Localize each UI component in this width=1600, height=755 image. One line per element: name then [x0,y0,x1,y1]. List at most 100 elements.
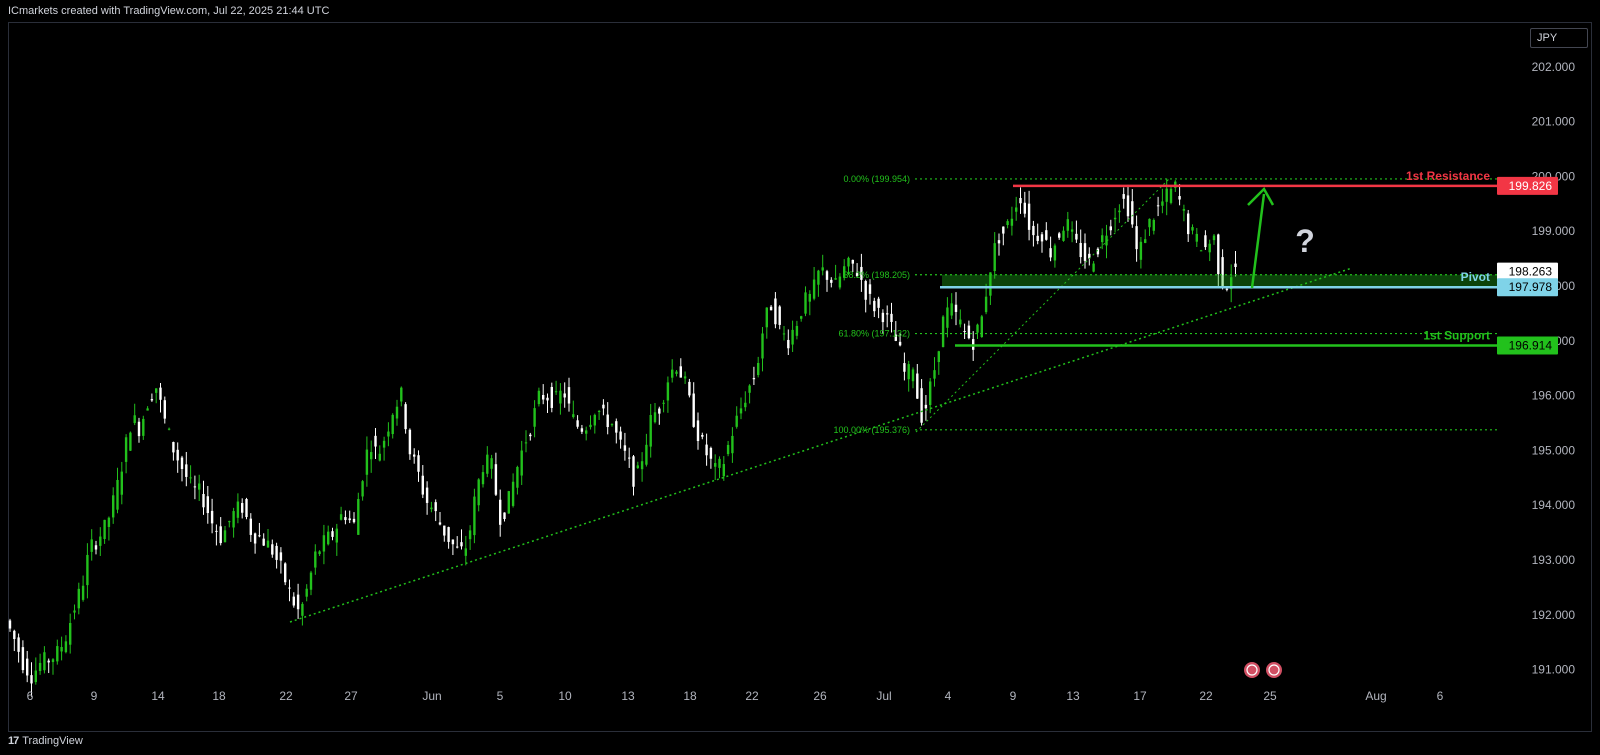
candle-body [34,670,37,683]
candle-body [167,428,171,430]
candle-body [761,333,764,359]
candle-body [1204,235,1207,248]
tradingview-logo[interactable]: 17 TradingView [8,735,83,747]
candle-body [821,267,824,271]
x-axis-label: 13 [621,689,635,703]
y-axis-tick: 193.000 [1532,553,1576,567]
candle-body [425,487,429,503]
candle-body [438,522,442,525]
x-axis-label: 18 [212,689,226,703]
candle-body [1191,227,1194,231]
candle-body [1109,226,1112,231]
candle-body [554,391,558,393]
candle-body [572,414,575,418]
candle-body [933,370,936,379]
fib-level-label: 38.2% (198.205) [843,270,910,280]
candle-body [271,544,274,555]
candle-body [494,464,498,495]
candle-body [1126,195,1130,217]
chart-frame[interactable] [8,22,1592,732]
candle-body [722,464,725,477]
candle-body [916,373,919,399]
candle-body [365,449,369,475]
currency-button[interactable]: JPY [1530,28,1588,48]
arrow-head-icon [1247,186,1275,206]
candle-body [520,450,523,476]
candle-body [937,351,940,363]
candle-body [150,399,154,401]
candle-body [357,499,360,535]
x-axis-label: 9 [1010,689,1017,703]
candle-body [473,496,476,536]
level-label-pivot: Pivot [1461,270,1490,284]
candle-body [395,406,399,419]
candle-body [193,486,197,488]
candle-body [649,415,652,447]
candle-body [653,412,657,423]
arrow-shaft [1250,193,1266,289]
candle-body [847,257,850,267]
candle-body [778,306,781,325]
candle-body [1144,239,1147,243]
top-bar: ICmarkets created with TradingView.com, … [0,0,1600,22]
candle-body [503,512,506,520]
candle-body [47,660,50,663]
candle-body [843,266,846,278]
candle-body [615,421,618,433]
question-mark: ? [1295,223,1315,259]
candle-body [279,552,283,561]
candle-body [296,594,300,610]
y-axis-tick: 202.000 [1532,60,1576,74]
candle-body [400,387,403,402]
candle-body [64,641,68,653]
candle-body [791,329,794,345]
candle-body [1135,226,1138,250]
candle-body [348,518,351,521]
candle-body [967,325,971,339]
candle-body [352,518,356,523]
candle-body [206,496,209,514]
candle-body [726,444,730,455]
candle-body [804,292,807,314]
candle-body [658,408,661,414]
candle-body [1118,210,1121,213]
candle-body [155,388,158,393]
candle-body [597,411,601,413]
fib-level-label: 100.00% (195.376) [833,425,910,435]
price-tag-bg [1497,176,1558,195]
x-axis-label: 26 [813,689,827,703]
candle-body [249,518,252,535]
candle-body [86,554,89,586]
candle-body [262,538,265,546]
candle-body [636,465,639,469]
candle-body [787,339,790,349]
candle-body [1195,233,1198,242]
candle-body [1096,248,1100,255]
candle-body [1187,213,1190,235]
candle-body [210,510,214,524]
candle-body [1075,233,1078,240]
candle-body [1036,235,1039,241]
candle-body [1027,203,1031,230]
x-axis-label: 6 [1437,689,1444,703]
candle-body [812,279,816,299]
candle-body [1217,234,1220,275]
candle-body [1032,225,1035,236]
x-axis-label: 22 [745,689,759,703]
candle-body [1079,242,1082,258]
candle-body [855,272,859,277]
candle-body [757,362,760,376]
candle-body [782,333,786,335]
x-axis-label: 10 [558,689,572,703]
price-tag: 198.263 [1509,265,1553,279]
candle-body [180,457,184,470]
x-axis-label: 17 [1133,689,1147,703]
x-axis-label: 25 [1263,689,1277,703]
candle-body [215,530,218,532]
candle-body [344,517,347,521]
candle-body [941,316,945,348]
candle-body [69,622,72,645]
candle-body [301,603,304,616]
x-axis-label: 22 [279,689,293,703]
